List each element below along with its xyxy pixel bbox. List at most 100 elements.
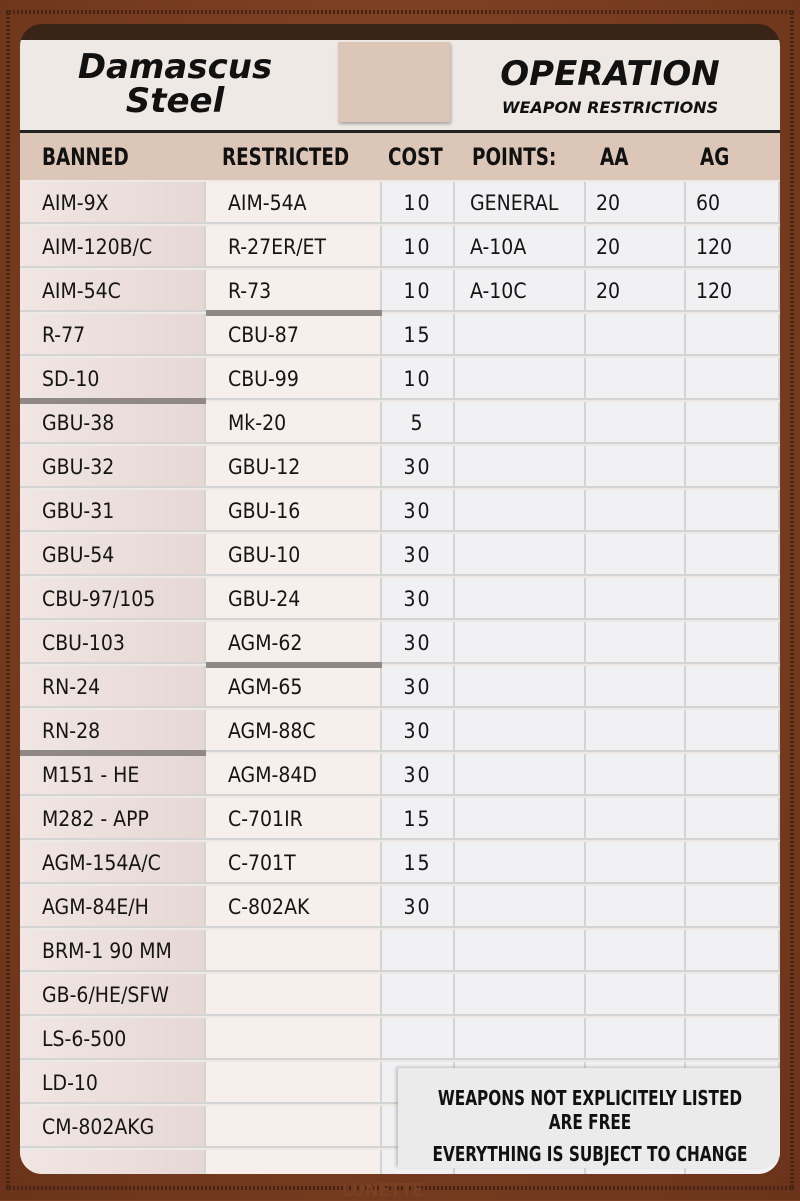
empty-cell <box>455 490 586 532</box>
empty-cell <box>455 974 586 1016</box>
cost-cell: 30 <box>382 666 455 708</box>
restricted-cell: C-701IR <box>206 798 382 840</box>
empty-cell <box>586 622 686 664</box>
banned-cell: GBU-54 <box>20 534 206 576</box>
empty-cell <box>20 1150 206 1174</box>
banned-cell: BRM-1 90 MM <box>20 930 206 972</box>
restricted-cell: AIM-54A <box>206 182 382 224</box>
restricted-cell: CBU-87 <box>206 314 382 356</box>
col-points: POINTS: <box>472 143 556 171</box>
empty-cell <box>455 710 586 752</box>
group-separator <box>206 662 382 668</box>
empty-cell <box>455 622 586 664</box>
restricted-cell: R-73 <box>206 270 382 312</box>
empty-cell <box>455 402 586 444</box>
restricted-cell: AGM-88C <box>206 710 382 752</box>
empty-cell <box>686 358 780 400</box>
points-cell: A-10C <box>455 270 586 312</box>
col-restricted: RESTRICTED <box>222 143 349 171</box>
empty-cell <box>686 534 780 576</box>
empty-cell <box>686 490 780 532</box>
group-separator <box>20 398 206 404</box>
cost-cell: 15 <box>382 842 455 884</box>
empty-cell <box>686 754 780 796</box>
group-separator <box>20 750 206 756</box>
banned-cell: AGM-154A/C <box>20 842 206 884</box>
empty-cell <box>686 930 780 972</box>
cost-cell: 30 <box>382 710 455 752</box>
restricted-cell: AGM-84D <box>206 754 382 796</box>
cost-cell: 30 <box>382 754 455 796</box>
empty-cell <box>455 842 586 884</box>
banned-cell: AIM-120B/C <box>20 226 206 268</box>
banned-cell: GBU-32 <box>20 446 206 488</box>
group-separator <box>206 310 382 316</box>
aa-cell: 20 <box>586 270 686 312</box>
cost-cell: 30 <box>382 578 455 620</box>
empty-cell <box>586 446 686 488</box>
col-aa: AA <box>600 143 628 171</box>
footer-line2: EVERYTHING IS SUBJECT TO CHANGE <box>427 1142 753 1166</box>
points-cell: GENERAL <box>455 182 586 224</box>
banned-cell: R-77 <box>20 314 206 356</box>
banned-cell: CBU-103 <box>20 622 206 664</box>
banned-cell: GB-6/HE/SFW <box>20 974 206 1016</box>
empty-cell <box>686 314 780 356</box>
footer-line1: WEAPONS NOT EXPLICITELY LISTED ARE FREE <box>427 1086 753 1134</box>
cost-cell: 5 <box>382 402 455 444</box>
banned-cell: M151 - HE <box>20 754 206 796</box>
empty-cell <box>686 446 780 488</box>
empty-cell <box>206 1062 382 1104</box>
restricted-cell: AGM-65 <box>206 666 382 708</box>
empty-cell <box>586 314 686 356</box>
cost-cell: 30 <box>382 490 455 532</box>
cost-cell: 10 <box>382 226 455 268</box>
empty-cell <box>382 974 455 1016</box>
empty-cell <box>686 974 780 1016</box>
cost-cell: 30 <box>382 622 455 664</box>
cost-cell: 15 <box>382 314 455 356</box>
empty-cell <box>686 886 780 928</box>
empty-cell <box>586 666 686 708</box>
restricted-cell: AGM-62 <box>206 622 382 664</box>
empty-cell <box>455 1018 586 1060</box>
banned-cell: AIM-9X <box>20 182 206 224</box>
restricted-cell: GBU-12 <box>206 446 382 488</box>
empty-cell <box>586 358 686 400</box>
empty-cell <box>455 534 586 576</box>
empty-cell <box>586 886 686 928</box>
cost-cell: 10 <box>382 182 455 224</box>
empty-cell <box>455 358 586 400</box>
banned-cell: M282 - APP <box>20 798 206 840</box>
empty-cell <box>586 490 686 532</box>
empty-cell <box>586 842 686 884</box>
restricted-cell: C-701T <box>206 842 382 884</box>
col-ag: AG <box>700 143 729 171</box>
empty-cell <box>455 446 586 488</box>
empty-cell <box>382 1018 455 1060</box>
brand-emboss: LUNETTE <box>342 1180 423 1201</box>
banned-cell: RN-24 <box>20 666 206 708</box>
cost-cell: 30 <box>382 534 455 576</box>
points-cell: A-10A <box>455 226 586 268</box>
empty-cell <box>206 930 382 972</box>
empty-cell <box>206 974 382 1016</box>
empty-cell <box>382 930 455 972</box>
cost-cell: 15 <box>382 798 455 840</box>
restricted-cell: GBU-10 <box>206 534 382 576</box>
col-banned: BANNED <box>42 143 129 171</box>
empty-cell <box>686 402 780 444</box>
empty-cell <box>206 1106 382 1148</box>
empty-cell <box>455 930 586 972</box>
page-subtitle: WEAPON RESTRICTIONS <box>460 98 760 117</box>
ag-cell: 120 <box>686 270 780 312</box>
restricted-cell: GBU-16 <box>206 490 382 532</box>
empty-cell <box>586 710 686 752</box>
empty-cell <box>586 578 686 620</box>
cost-cell: 10 <box>382 270 455 312</box>
empty-cell <box>686 622 780 664</box>
banned-cell: RN-28 <box>20 710 206 752</box>
